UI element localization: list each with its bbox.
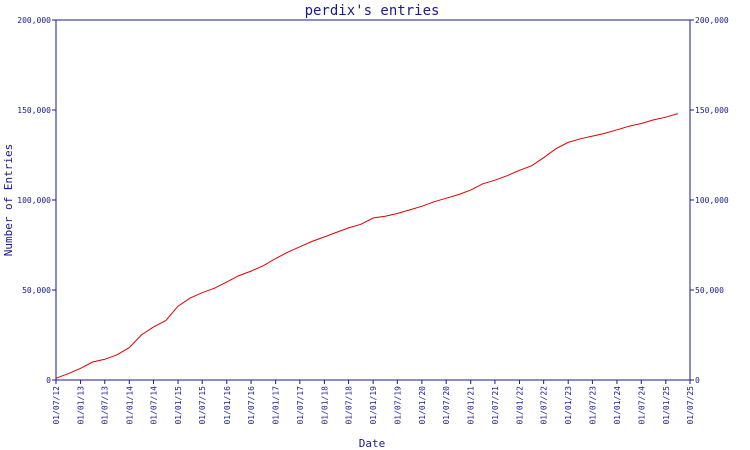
x-tick-label: 01/01/25 <box>662 386 671 425</box>
x-tick-label: 01/07/24 <box>637 386 646 425</box>
x-tick-label: 01/07/15 <box>198 386 207 425</box>
y-tick-label-right: 150,000 <box>695 106 729 115</box>
x-tick-label: 01/07/25 <box>686 386 695 425</box>
x-tick-label: 01/07/19 <box>393 386 402 425</box>
x-tick-label: 01/01/19 <box>369 386 378 425</box>
x-tick-label: 01/01/14 <box>125 386 134 425</box>
y-tick-label-right: 50,000 <box>695 286 724 295</box>
x-axis-label: Date <box>359 437 386 450</box>
x-tick-label: 01/01/24 <box>613 386 622 425</box>
x-tick-label: 01/07/14 <box>149 386 158 425</box>
y-tick-label-left: 50,000 <box>22 286 51 295</box>
x-tick-label: 01/07/18 <box>345 386 354 425</box>
y-axis-label: Number of Entries <box>2 144 15 257</box>
x-tick-label: 01/01/17 <box>272 386 281 425</box>
x-tick-label: 01/07/21 <box>491 386 500 425</box>
x-tick-label: 01/07/20 <box>442 386 451 425</box>
y-axis-ticks: 0 0 50,000 50,000 100,000 100,000 150,000 150,0… <box>17 16 729 385</box>
y-tick-label-right: 200,000 <box>695 16 729 25</box>
plot-frame <box>55 19 691 381</box>
chart-title: perdix's entries <box>305 3 440 19</box>
x-tick-label: 01/07/12 <box>52 386 61 425</box>
y-tick-label-left: 100,000 <box>17 196 51 205</box>
x-tick-label: 01/01/18 <box>320 386 329 425</box>
x-tick-label: 01/07/23 <box>588 386 597 425</box>
x-tick-label: 01/01/16 <box>223 386 232 425</box>
x-tick-label: 01/01/13 <box>77 386 86 425</box>
y-tick-label-right: 0 <box>695 376 700 385</box>
x-tick-label: 01/01/20 <box>418 386 427 425</box>
x-tick-label: 01/07/13 <box>101 386 110 425</box>
x-tick-label: 01/01/22 <box>515 386 524 425</box>
x-tick-label: 01/07/16 <box>247 386 256 425</box>
series-line <box>55 113 678 379</box>
y-tick-label-left: 200,000 <box>17 16 51 25</box>
y-tick-label-right: 100,000 <box>695 196 729 205</box>
y-tick-label-left: 150,000 <box>17 106 51 115</box>
x-tick-label: 01/07/22 <box>540 386 549 425</box>
x-tick-label: 01/01/21 <box>467 386 476 425</box>
x-tick-label: 01/01/23 <box>564 386 573 425</box>
x-axis-ticks: 01/07/12 01/01/13 01/07/13 01/01/14 01/07/14… <box>52 380 695 425</box>
x-tick-label: 01/01/15 <box>174 386 183 425</box>
x-tick-label: 01/07/17 <box>296 386 305 425</box>
y-tick-label-left: 0 <box>46 376 51 385</box>
